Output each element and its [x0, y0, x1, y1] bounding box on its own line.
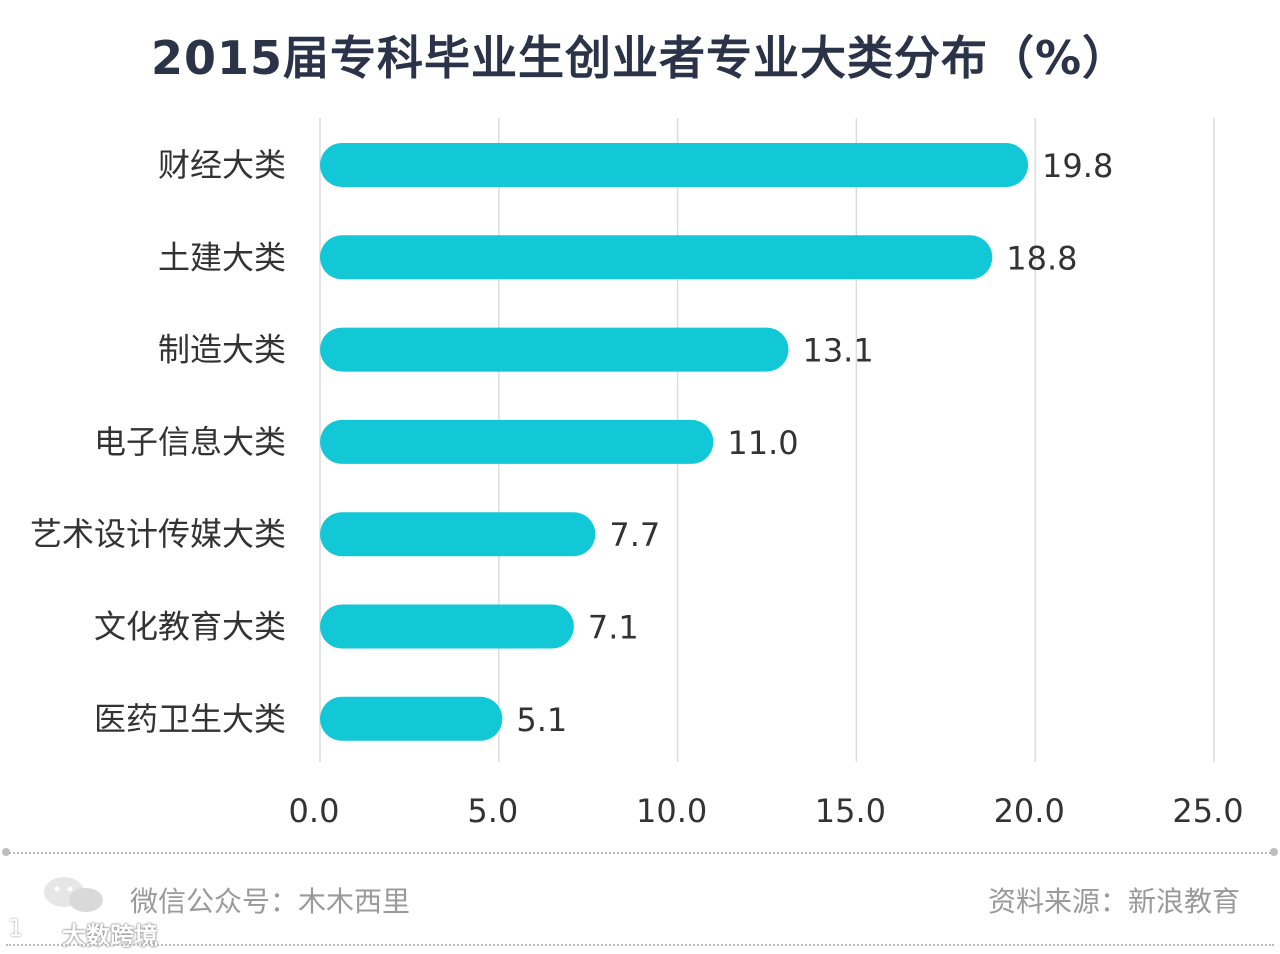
category-label: 土建大类: [158, 238, 286, 276]
x-tick-label: 10.0: [636, 792, 707, 830]
footer-dot-right: [1270, 848, 1278, 856]
wechat-icon: [44, 877, 103, 912]
category-label: 艺术设计传媒大类: [30, 515, 286, 553]
bar: [320, 235, 993, 280]
x-tick-label: 15.0: [815, 792, 886, 830]
x-tick-label: 5.0: [467, 792, 518, 830]
category-label: 制造大类: [158, 331, 286, 369]
bar: [320, 512, 596, 557]
value-label: 7.1: [588, 609, 639, 647]
footer-dot-left: [2, 848, 10, 856]
footer-wechat-account: 微信公众号：木木西里: [130, 885, 411, 918]
value-label: 7.7: [609, 516, 660, 554]
category-label: 电子信息大类: [94, 423, 286, 461]
value-label: 11.0: [727, 424, 798, 462]
x-tick-label: 0.0: [289, 792, 340, 830]
value-label: 18.8: [1006, 239, 1077, 277]
category-label: 文化教育大类: [94, 608, 286, 646]
bar: [320, 419, 714, 464]
value-label: 13.1: [802, 332, 873, 370]
footer-source: 资料来源：新浪教育: [987, 885, 1240, 918]
chart-title: 2015届专科毕业生创业者专业大类分布（%）: [150, 31, 1130, 85]
category-label: 财经大类: [158, 146, 286, 184]
watermark-prefix: 1: [8, 914, 24, 942]
x-tick-label: 20.0: [994, 792, 1065, 830]
x-tick-label: 25.0: [1172, 792, 1243, 830]
bar: [320, 696, 503, 741]
category-label: 医药卫生大类: [94, 700, 286, 738]
bar-chart: 0.0 5.0 10.0 15.0 20.0 25.0 财经大类 19.8 土建大类 18.8 制造…: [30, 118, 1244, 830]
value-label: 5.1: [516, 701, 567, 739]
bar: [320, 143, 1029, 187]
footer-divider-top: [6, 852, 1274, 854]
bar: [320, 604, 574, 649]
footer-divider-bottom: [6, 944, 1274, 946]
value-label: 19.8: [1042, 147, 1113, 185]
bar: [320, 327, 789, 372]
